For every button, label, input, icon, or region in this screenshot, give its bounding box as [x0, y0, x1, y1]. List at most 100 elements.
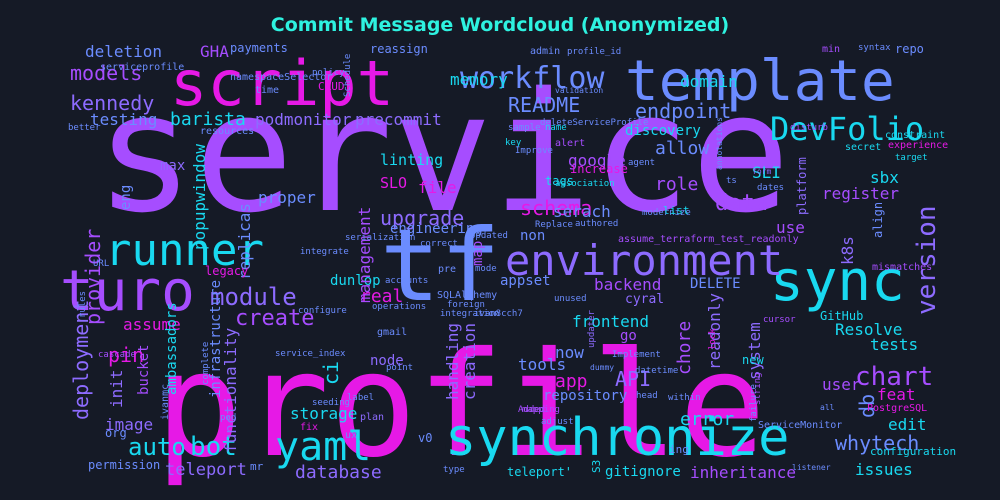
word-k8s: k8s — [838, 236, 857, 265]
word-readonly: readonly — [705, 293, 724, 370]
word-correct: correct — [420, 239, 458, 249]
word-dunlop: dunlop — [330, 273, 381, 289]
word-updated: Updated — [470, 231, 508, 241]
word-real: real — [360, 286, 403, 307]
word-gha: GHA — [200, 42, 229, 61]
word-ambassadors: ambassadors — [164, 302, 180, 395]
word-target: target — [895, 153, 928, 163]
word-error: error — [680, 409, 734, 430]
word-github: GitHub — [820, 309, 863, 323]
word-assume-terraform-test-readonly: assume_terraform_test_readonly — [618, 234, 799, 245]
word-ivanmc: ivanmc — [160, 384, 171, 420]
word-provider: provider — [81, 229, 105, 325]
word-experience: experience — [888, 140, 948, 151]
word-slo: SLO — [380, 174, 407, 192]
word-testing: testing — [90, 110, 157, 129]
word-serach: serach — [553, 202, 611, 221]
word-tags: tags — [545, 174, 574, 188]
word-dummy: dummy — [590, 363, 614, 372]
word-models: models — [70, 61, 142, 85]
word-datetime: datetime — [635, 366, 678, 376]
word-schedule: Schedule — [343, 54, 353, 97]
word-issues: issues — [855, 460, 913, 479]
word-deleteserviceprofile: deleteServiceProfile — [540, 118, 648, 128]
word-sli: SLI — [752, 163, 781, 182]
word-adjust: adjust — [541, 417, 574, 427]
word-frontend: frontend — [572, 312, 649, 331]
word-cyral: cyral — [625, 292, 664, 307]
word-serviceprofile: serviceprofile — [100, 62, 184, 73]
word-policy: policy — [312, 68, 345, 78]
word-org: org — [105, 426, 127, 440]
word-sync: sync — [770, 249, 905, 314]
word-google: google — [568, 151, 626, 170]
word-mr: mr — [250, 460, 264, 473]
word-string: string — [753, 372, 763, 405]
word-head: head — [636, 391, 658, 401]
word-allow: allow — [655, 138, 709, 159]
word-non: non — [520, 228, 545, 244]
word-pin: pin — [108, 343, 144, 367]
word-bucket: bucket — [136, 344, 152, 395]
word-functionality: functionality — [221, 327, 240, 453]
word-ivan8cch7: ivan8cch7 — [474, 309, 523, 319]
word-replace: Replace — [535, 220, 573, 230]
word-runner: runner — [105, 225, 264, 276]
word-node: node — [370, 353, 404, 369]
word-delete: DELETE — [690, 276, 741, 292]
word-key: key — [505, 138, 522, 148]
word-kennedy: kennedy — [70, 91, 154, 115]
word-engineering: engineering — [390, 221, 483, 237]
word-tf: tf — [380, 207, 500, 324]
word-dates: dates — [757, 183, 784, 193]
word-foreign: foreign — [447, 300, 485, 310]
word-database: database — [295, 462, 382, 483]
word-sqlalchemy: SQLAlchemy — [437, 290, 497, 301]
word-fix: fix — [300, 422, 318, 433]
word-db: db — [855, 394, 879, 418]
word-form: form — [752, 167, 771, 176]
word-creation: creation — [460, 323, 479, 400]
word-popupwindow: popupwindow — [190, 144, 209, 250]
word-min: min — [822, 44, 840, 55]
word-time: time — [255, 85, 279, 96]
word-gmail: gmail — [377, 327, 407, 338]
word-linting: linting — [380, 151, 443, 169]
word-service-index: service_index — [275, 349, 346, 359]
word-resources: resources — [200, 126, 254, 137]
word-repository: repository — [543, 388, 627, 404]
word-syntax: syntax — [858, 43, 891, 53]
word-max: max — [160, 158, 185, 174]
word-bot: bot — [190, 432, 237, 462]
word-teleport: teleport — [165, 460, 247, 480]
word-failure: failure — [749, 384, 759, 422]
word-init: init — [107, 369, 126, 408]
word-storage: storage — [290, 404, 357, 423]
word-deletion: deletion — [85, 42, 162, 61]
word-profile-id: profile_id — [567, 47, 621, 57]
word-annotations: annotations — [715, 117, 724, 170]
word-now: now — [555, 343, 584, 362]
word-turo: turo — [60, 259, 195, 324]
word-precommit: precommit — [355, 110, 442, 129]
word-schema: schema — [520, 196, 592, 220]
word-integrate: integrate — [300, 247, 349, 257]
word-workflow: workflow — [460, 61, 605, 96]
word-repo: repo — [895, 42, 924, 56]
word-feat: feat — [877, 385, 916, 404]
word-api: API — [615, 367, 651, 391]
word-configuration: configuration — [870, 445, 956, 458]
word-module: module — [210, 283, 297, 311]
word-use: use — [776, 218, 805, 237]
word-image: image — [105, 415, 153, 434]
word-s3: S3 — [590, 460, 603, 473]
word-go: go — [620, 328, 637, 344]
word-plan: plan — [360, 412, 384, 423]
word-disturb: disturb — [790, 123, 828, 133]
word-alert: alert — [555, 138, 585, 149]
word-implement: Implement — [612, 350, 661, 360]
word-pre: pre — [438, 264, 456, 275]
word-improve: Improve — [515, 146, 553, 156]
word-assume: assume — [123, 315, 181, 334]
word-template: template — [625, 49, 895, 114]
